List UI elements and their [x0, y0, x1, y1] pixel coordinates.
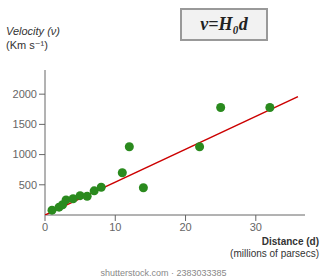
- html-text:(Km s⁻¹): (Km s⁻¹): [6, 39, 48, 51]
- svg-text:500: 500: [19, 179, 37, 191]
- svg-text:10: 10: [109, 221, 121, 233]
- html-text:Distance (d): Distance (d): [261, 236, 319, 247]
- svg-text:1500: 1500: [13, 118, 37, 130]
- html-text:(millions of parsecs): (millions of parsecs): [230, 248, 319, 259]
- svg-text:1000: 1000: [13, 148, 37, 160]
- svg-text:2000: 2000: [13, 88, 37, 100]
- html-text:ν=H₀d: ν=H₀d: [200, 14, 248, 34]
- svg-text:0: 0: [42, 221, 48, 233]
- html-text:shutterstock.com · 2383033385: shutterstock.com · 2383033385: [100, 268, 227, 278]
- html-text:Velocity (ν): Velocity (ν): [6, 25, 60, 37]
- svg-text:30: 30: [250, 221, 262, 233]
- svg-text:20: 20: [179, 221, 191, 233]
